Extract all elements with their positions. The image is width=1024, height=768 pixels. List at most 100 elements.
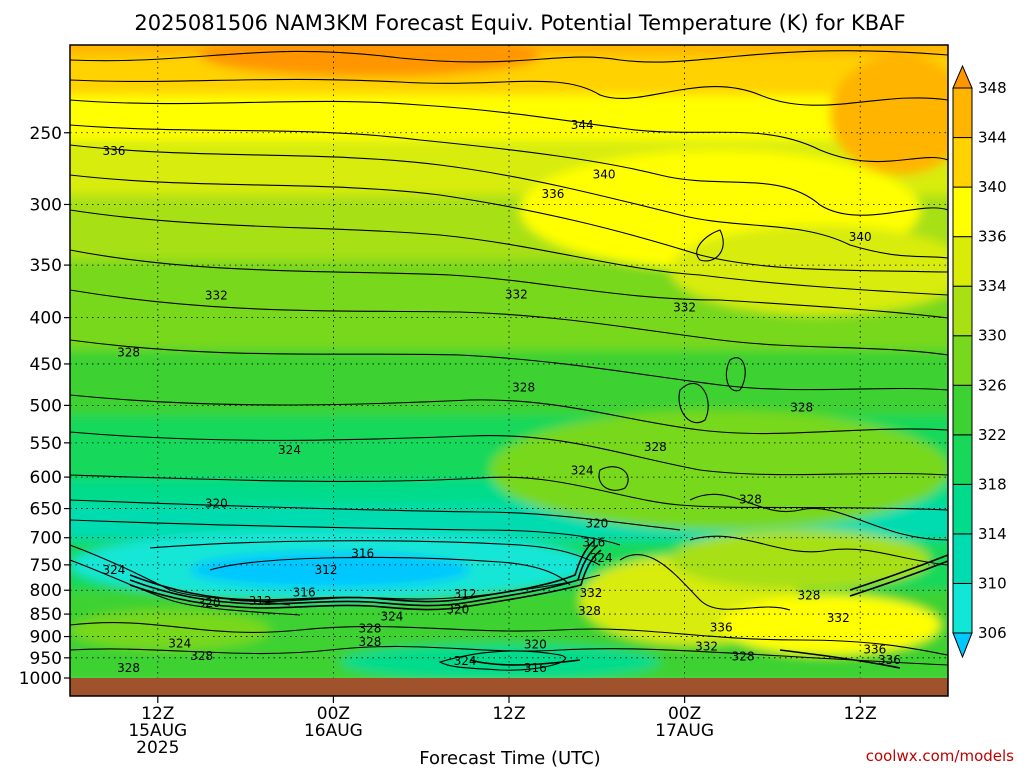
- contour-label: 332: [827, 611, 850, 625]
- y-tick-label: 500: [30, 396, 62, 416]
- y-tick-label: 850: [30, 605, 62, 625]
- colorbar-label: 310: [978, 574, 1007, 592]
- contour-label: 312: [454, 587, 477, 601]
- y-tick-label: 1000: [19, 669, 62, 689]
- contour-label: 328: [359, 635, 382, 649]
- colorbar-segment: [952, 137, 973, 188]
- colorbar-label: 306: [978, 624, 1007, 642]
- y-tick-label: 800: [30, 581, 62, 601]
- front-line: [469, 659, 581, 666]
- contour-label: 340: [849, 230, 872, 244]
- front-line: [849, 560, 948, 597]
- contour-label: 328: [578, 604, 601, 618]
- colorbar-bottom-arrow: [952, 632, 973, 659]
- contour-line: [619, 554, 791, 611]
- contour-label: 320: [446, 602, 469, 616]
- colorbar-segment: [952, 236, 973, 287]
- colorbar-segment: [952, 186, 973, 238]
- contour-label: 328: [790, 401, 813, 415]
- colorbar-label: 322: [978, 426, 1007, 444]
- chart-title: 2025081506 NAM3KM Forecast Equiv. Potent…: [134, 11, 905, 35]
- contour-line: [70, 124, 948, 216]
- contour-label: 328: [732, 650, 755, 664]
- contour-line: [70, 99, 948, 163]
- fill-upper-center-orange: [200, 45, 540, 77]
- front-contour-bundle: [129, 539, 948, 669]
- contour-label: 328: [190, 649, 213, 663]
- y-tick-label: 900: [30, 628, 62, 648]
- contour-label: 328: [117, 661, 140, 675]
- colorbar-label: 326: [978, 376, 1007, 394]
- contour-label: 332: [673, 301, 696, 315]
- colorbar-segment: [952, 285, 973, 337]
- x-tick-label: 00Z: [317, 704, 350, 724]
- colorbar-segment: [952, 582, 973, 634]
- y-tick-label: 250: [30, 124, 62, 144]
- x-tick-label: 00Z: [668, 704, 701, 724]
- x-tick-label: 12Z: [141, 704, 174, 724]
- contour-label: 328: [739, 492, 762, 506]
- y-tick-label: 600: [30, 468, 62, 488]
- colorbar-top-arrow: [952, 64, 973, 89]
- contour-line: [70, 645, 948, 666]
- contour-line: [70, 474, 948, 511]
- contour-label: 340: [593, 168, 616, 182]
- colorbar-segment: [952, 533, 973, 584]
- colorbar-segment: [952, 87, 973, 139]
- y-tick-label: 300: [30, 195, 62, 215]
- contour-label: 328: [512, 381, 535, 395]
- colorbar-label: 334: [978, 277, 1007, 295]
- front-line: [129, 544, 599, 607]
- colorbar-label: 344: [978, 129, 1007, 147]
- contour-line: [678, 382, 709, 423]
- contour-label: 324: [454, 654, 477, 668]
- y-axis: 250 300 350 400 450 500 550 600 650 700 750 800 850 9…: [19, 124, 70, 689]
- front-line: [849, 554, 948, 591]
- contour-label: 316: [351, 547, 374, 561]
- y-tick-label: 350: [30, 256, 62, 276]
- contour-line: [70, 144, 948, 259]
- contour-label: 324: [278, 443, 301, 457]
- color-fill-layer: [70, 45, 948, 678]
- contour-line: [70, 249, 948, 319]
- contour-label: 332: [505, 287, 528, 301]
- y-tick-label: 650: [30, 500, 62, 520]
- colorbar-label: 348: [978, 79, 1007, 97]
- grid-lines: [70, 45, 948, 678]
- contour-line: [209, 556, 571, 586]
- contour-label: 328: [359, 622, 382, 636]
- fill-low-left-lime: [70, 610, 270, 650]
- contour-label: 316: [293, 586, 316, 600]
- contour-label: 324: [571, 463, 594, 477]
- contour-label: 332: [205, 288, 228, 302]
- contour-line: [696, 229, 724, 262]
- contour-label: 328: [117, 345, 140, 359]
- contour-label: 328: [644, 440, 667, 454]
- contour-label: 336: [863, 642, 886, 656]
- front-line: [129, 549, 602, 611]
- contour-label: 344: [571, 118, 594, 132]
- colorbar-label: 318: [978, 475, 1007, 493]
- y-tick-label: 950: [30, 649, 62, 669]
- fill-cold-pool-core: [190, 552, 470, 588]
- colorbar-segment: [952, 384, 973, 436]
- x-tick-label: 12Z: [492, 704, 525, 724]
- colorbar-label: 336: [978, 228, 1007, 246]
- contour-label: 324: [102, 563, 125, 577]
- contour-label: 328: [798, 589, 821, 603]
- contour-line: [70, 289, 948, 356]
- fill-upper-right-orange: [830, 55, 948, 175]
- contour-lines: [70, 50, 948, 671]
- contour-label: 336: [878, 653, 901, 667]
- contour-line: [689, 493, 948, 541]
- contour-label: 316: [582, 536, 605, 550]
- contour-label: 324: [380, 609, 403, 623]
- x-tick-label: 16AUG: [304, 721, 363, 741]
- contour-line: [70, 339, 948, 391]
- contour-line: [70, 209, 948, 296]
- front-line: [129, 539, 596, 603]
- colorbar-label: 314: [978, 525, 1007, 543]
